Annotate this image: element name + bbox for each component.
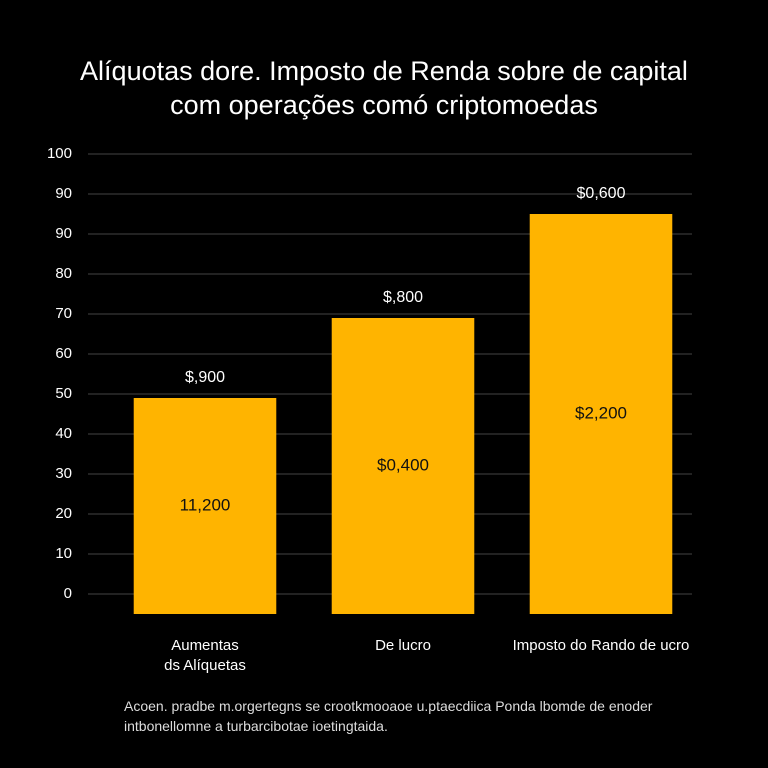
- bar-inner-label: $0,400: [377, 455, 429, 474]
- y-tick-label: 80: [55, 265, 72, 282]
- y-tick-label: 70: [55, 305, 72, 322]
- bar: [133, 398, 277, 614]
- footnote: Acoen. pradbe m.orgertegns se crootkmooa…: [124, 698, 653, 734]
- bar-top-label: $,900: [185, 369, 225, 386]
- y-tick-label: 100: [47, 145, 72, 162]
- chart-title: Alíquotas dore. Imposto de Renda sobre d…: [80, 56, 688, 120]
- y-tick-label: 60: [55, 345, 72, 362]
- y-tick-label: 30: [55, 465, 72, 482]
- bar-inner-label: 11,200: [180, 495, 231, 514]
- x-tick-label: Aumentas ds Alíquetas: [164, 637, 246, 674]
- bar: [529, 214, 673, 614]
- bar: [331, 318, 475, 614]
- y-tick-label: 90: [55, 185, 72, 202]
- bar-top-label: $,800: [383, 289, 423, 306]
- y-tick-label: 20: [55, 505, 72, 522]
- y-tick-label: 90: [55, 225, 72, 242]
- y-tick-label: 50: [55, 385, 72, 402]
- y-tick-label: 40: [55, 425, 72, 442]
- y-tick-label: 0: [64, 585, 72, 602]
- y-tick-label: 10: [55, 545, 72, 562]
- x-tick-label: Imposto do Rando de ucro: [512, 637, 690, 654]
- bar-top-label: $0,600: [577, 185, 626, 202]
- bar-inner-label: $2,200: [575, 403, 627, 422]
- x-tick-label: De lucro: [375, 637, 431, 654]
